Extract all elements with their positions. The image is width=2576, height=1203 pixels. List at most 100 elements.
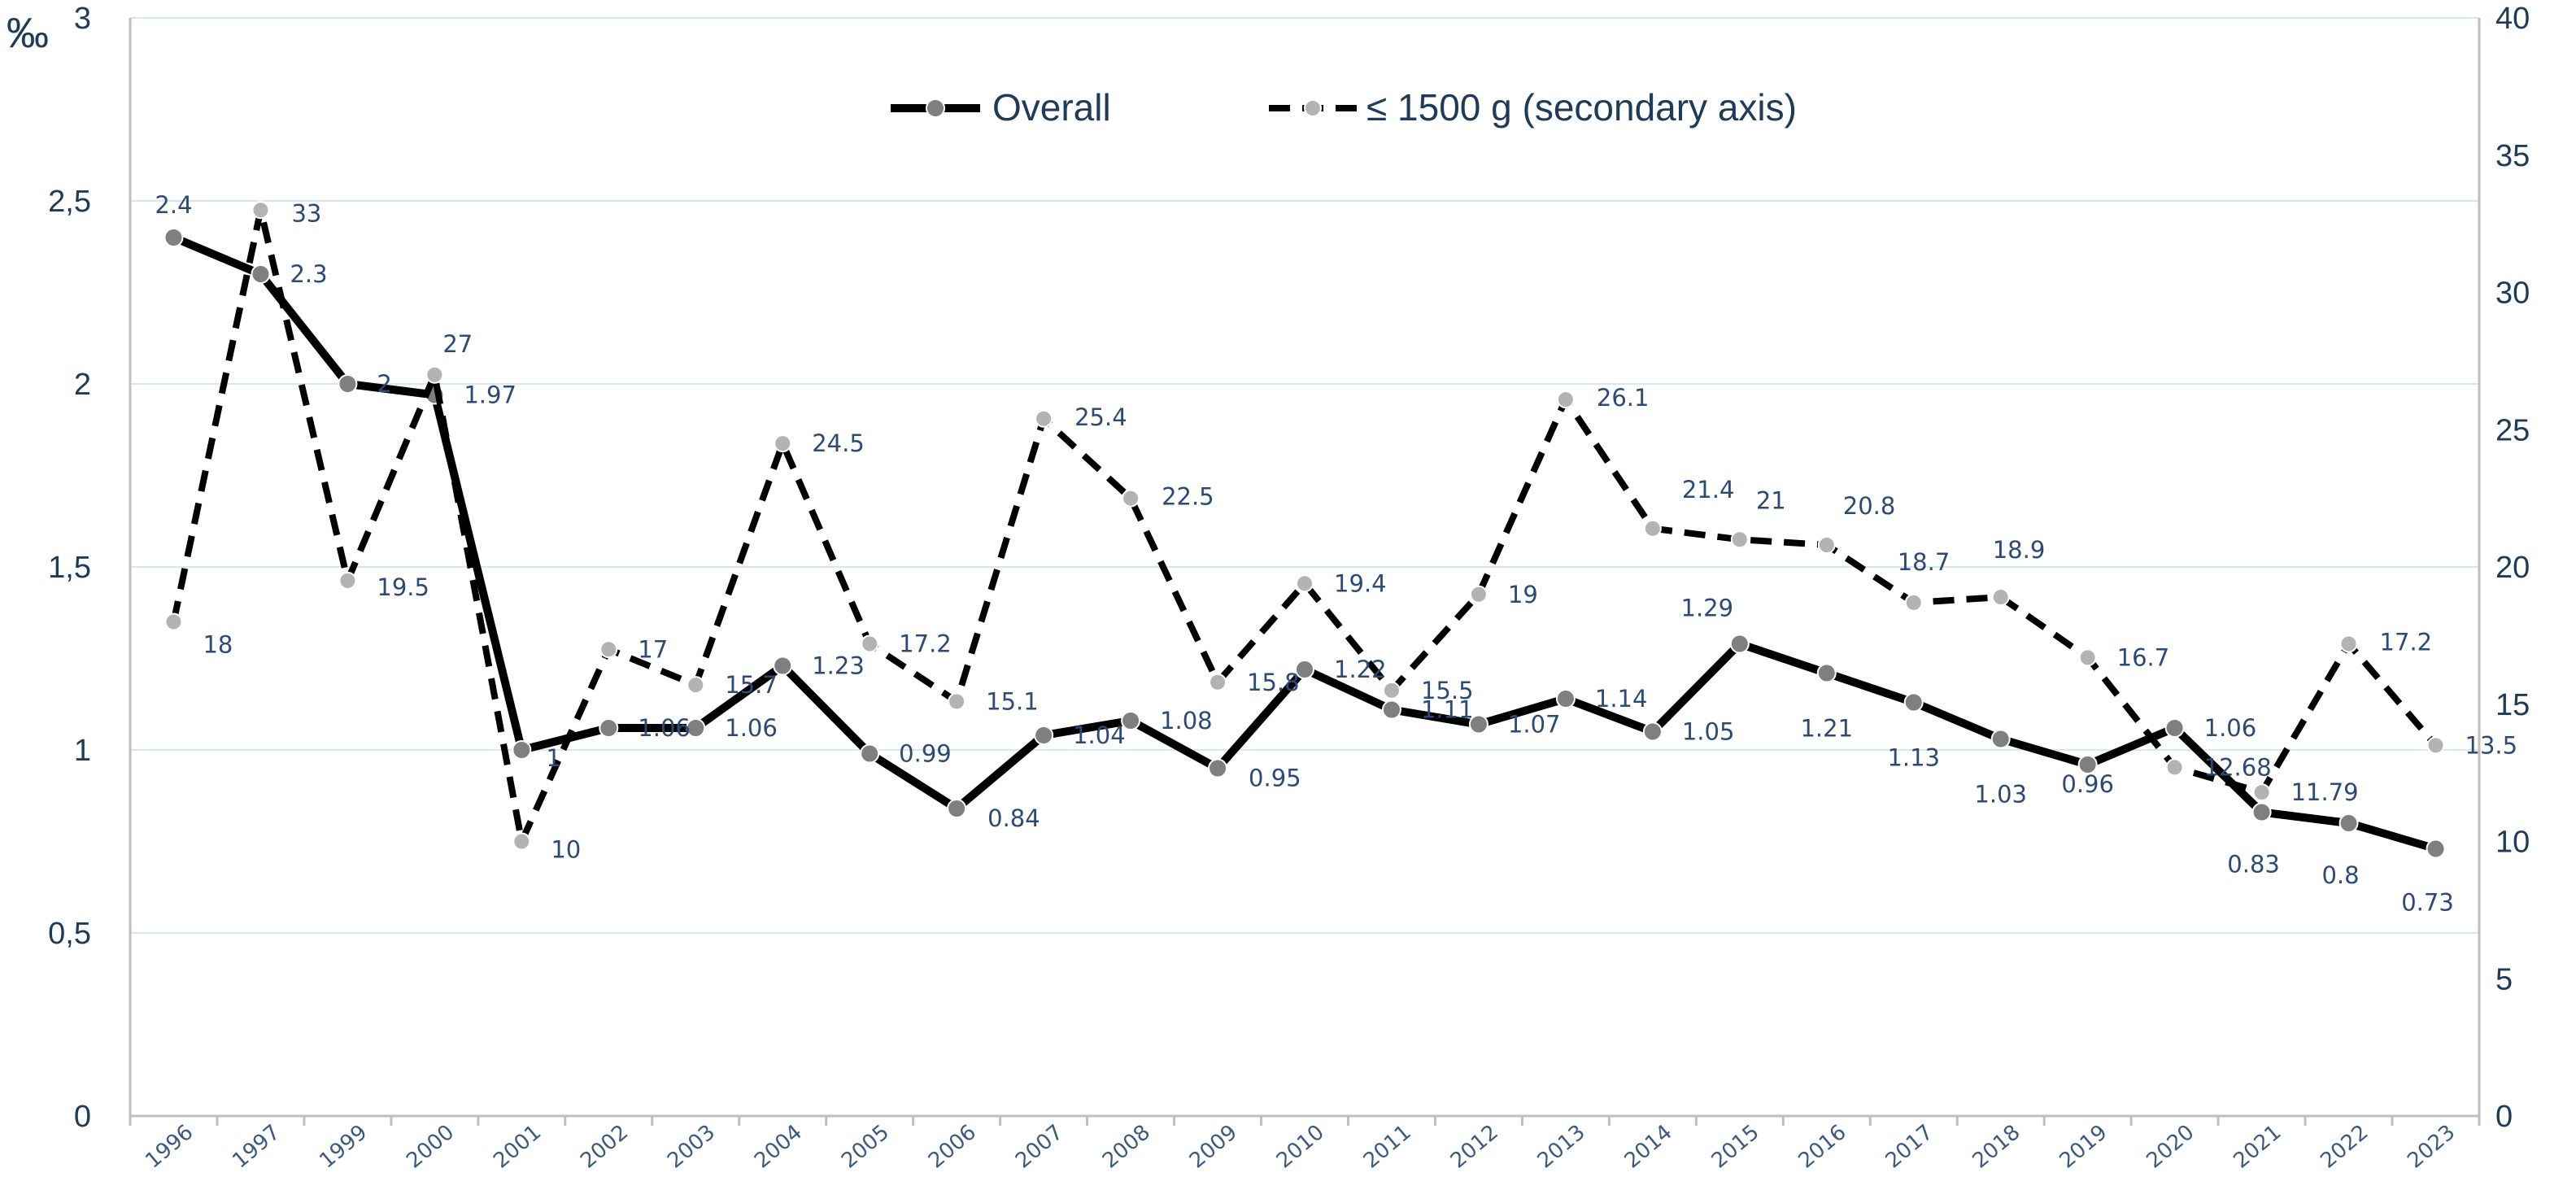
data-label-overall: 1.03 — [1974, 781, 2027, 809]
point-overall — [1295, 660, 1314, 679]
data-label-vlbw: 12.68 — [2204, 753, 2272, 781]
y2-tick-label: 35 — [2495, 139, 2530, 173]
data-label-vlbw: 18.9 — [1993, 536, 2046, 564]
x-tick-label: 2019 — [2055, 1120, 2112, 1174]
data-label-vlbw: 16.7 — [2117, 643, 2170, 671]
x-tick-label: 2002 — [576, 1120, 633, 1174]
y2-tick-label: 25 — [2495, 413, 2530, 447]
data-label-overall: 1.06 — [725, 714, 778, 742]
y2-tick-label: 15 — [2495, 688, 2530, 722]
x-tick-label: 2008 — [1098, 1120, 1155, 1174]
x-tick-label: 2017 — [1881, 1120, 1938, 1174]
x-tick-label: 2022 — [2316, 1120, 2373, 1174]
x-tick-label: 2021 — [2229, 1120, 2286, 1174]
point-vlbw — [2252, 783, 2271, 802]
point-vlbw — [1122, 489, 1140, 508]
point-vlbw — [2339, 634, 2358, 653]
point-overall — [512, 740, 532, 760]
point-overall — [1208, 758, 1228, 778]
data-label-vlbw: 24.5 — [812, 429, 865, 457]
point-overall — [2426, 839, 2446, 859]
x-tick-label: 2005 — [837, 1120, 894, 1174]
point-overall — [1990, 729, 2011, 749]
data-label-vlbw: 11.79 — [2291, 778, 2359, 806]
data-label-vlbw: 21 — [1756, 486, 1786, 514]
y2-tick-label: 0 — [2495, 1100, 2513, 1134]
x-tick-label: 2009 — [1185, 1120, 1242, 1174]
point-overall — [2338, 813, 2359, 833]
point-vlbw — [338, 571, 357, 590]
data-label-overall: 1.14 — [1595, 685, 1648, 713]
point-vlbw — [1469, 585, 1488, 604]
series-overall — [163, 228, 2446, 859]
point-vlbw — [1991, 588, 2010, 607]
x-tick-label: 2018 — [1968, 1120, 2025, 1174]
x-tick-label: 2004 — [750, 1120, 807, 1174]
y2-tick-label: 20 — [2495, 551, 2530, 585]
point-vlbw — [1296, 574, 1314, 593]
data-label-overall: 0.99 — [899, 740, 952, 768]
point-vlbw — [1209, 673, 1227, 691]
data-label-vlbw: 26.1 — [1597, 384, 1650, 412]
y-tick-label: 1 — [74, 734, 91, 768]
x-tick-label: 1999 — [315, 1120, 372, 1174]
y-tick-label: 1,5 — [48, 551, 91, 585]
data-label-overall: 2 — [377, 370, 391, 398]
data-label-vlbw: 17.2 — [2380, 629, 2433, 656]
data-label-overall: 2.3 — [290, 260, 327, 288]
data-label-overall: 1.97 — [464, 381, 517, 409]
data-label-overall: 0.96 — [2061, 770, 2114, 798]
data-label-vlbw: 20.8 — [1843, 492, 1896, 520]
data-label-overall: 0.95 — [1249, 765, 1301, 792]
point-vlbw — [2165, 758, 2184, 777]
x-tick-label: 2016 — [1794, 1120, 1851, 1174]
y-tick-label: 0 — [74, 1100, 91, 1134]
data-label-vlbw: 18 — [203, 631, 233, 659]
legend-item-overall: Overall — [891, 86, 1111, 129]
data-label-vlbw: 19.4 — [1334, 569, 1387, 597]
data-label-overall: 1 — [546, 744, 560, 772]
point-vlbw — [1035, 409, 1053, 428]
point-overall — [1381, 700, 1401, 720]
point-vlbw — [861, 634, 879, 653]
point-vlbw — [1382, 681, 1401, 700]
point-vlbw — [948, 692, 966, 711]
y-tick-label: 2 — [74, 368, 91, 402]
point-vlbw — [1643, 519, 1662, 538]
point-vlbw — [1730, 530, 1749, 549]
legend-label-vlbw: ≤ 1500 g (secondary axis) — [1366, 86, 1797, 129]
data-label-overall: 1.04 — [1073, 721, 1126, 749]
y2-tick-label: 10 — [2495, 826, 2530, 860]
data-label-vlbw: 21.4 — [1682, 476, 1735, 503]
data-label-overall: 1.05 — [1682, 718, 1735, 746]
data-label-overall: 1.29 — [1681, 595, 1734, 622]
point-overall — [1034, 726, 1054, 745]
x-tick-label: 2014 — [1620, 1120, 1677, 1174]
y-tick-label: 0,5 — [48, 917, 91, 951]
legend-label-overall: Overall — [992, 86, 1111, 129]
point-overall — [947, 799, 967, 818]
data-label-overall: 1.13 — [1887, 744, 1940, 772]
gridlines — [130, 17, 2479, 934]
point-overall — [338, 374, 358, 394]
data-label-overall: 0.8 — [2321, 861, 2359, 889]
data-label-overall: 1.07 — [1508, 711, 1561, 739]
x-tick-label: 2006 — [924, 1120, 981, 1174]
point-vlbw — [251, 201, 270, 220]
point-vlbw — [164, 612, 183, 631]
point-overall — [251, 264, 271, 284]
x-tick-label: 2015 — [1707, 1120, 1764, 1174]
data-labels: 2.4 2.3 2 1.97 1 1.06 1.06 1.23 0.99 0.84 1.04 1.08… — [155, 191, 2517, 917]
y-unit-label: ‰ — [7, 10, 49, 57]
point-overall — [2077, 755, 2098, 774]
point-overall — [1468, 714, 1489, 734]
data-label-overall: 1.23 — [812, 652, 865, 680]
point-vlbw — [1556, 390, 1575, 409]
data-label-overall: 1.06 — [2204, 714, 2257, 742]
x-tick-label: 2020 — [2142, 1120, 2199, 1174]
data-label-vlbw: 27 — [442, 330, 473, 358]
point-vlbw — [425, 365, 444, 384]
legend: Overall ≤ 1500 g (secondary axis) — [891, 86, 1797, 129]
x-tick-label: 1997 — [228, 1120, 285, 1174]
